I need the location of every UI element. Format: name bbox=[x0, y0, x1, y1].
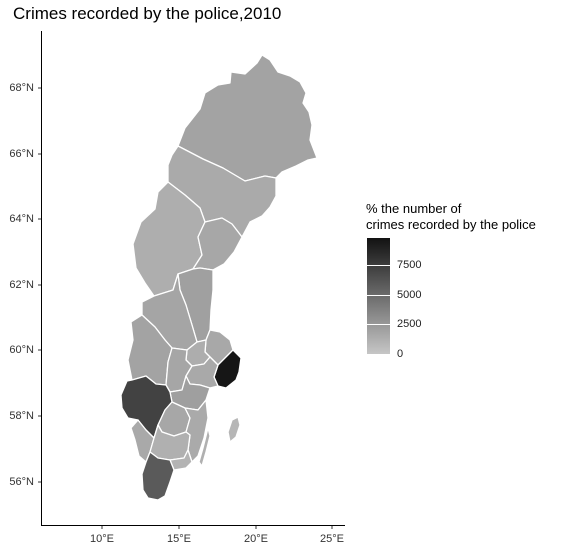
legend-tick-label: 0 bbox=[397, 348, 404, 360]
legend-tick bbox=[367, 295, 390, 296]
y-tick-label: 64°N bbox=[9, 213, 34, 225]
legend-tick bbox=[367, 265, 390, 266]
x-tick-label: 10°E bbox=[90, 533, 114, 545]
x-tick-label: 15°E bbox=[167, 533, 191, 545]
legend-tick bbox=[367, 324, 390, 325]
legend-title: % the number of crimes recorded by the p… bbox=[366, 201, 536, 233]
region-oland: Öland bbox=[198, 427, 211, 467]
y-tick-label: 62°N bbox=[9, 279, 34, 291]
y-tick-label: 58°N bbox=[9, 410, 34, 422]
legend-tick-label: 2500 bbox=[397, 318, 422, 330]
region-stockholm: Stockholm bbox=[213, 349, 242, 389]
legend-title-line: crimes recorded by the police bbox=[366, 217, 536, 232]
legend-tick-label: 7500 bbox=[397, 259, 422, 271]
y-tick-label: 60°N bbox=[9, 344, 34, 356]
y-tick-label: 56°N bbox=[9, 476, 34, 488]
x-tick-label: 20°E bbox=[244, 533, 268, 545]
y-tick-label: 66°N bbox=[9, 148, 34, 160]
chart-title: Crimes recorded by the police,2010 bbox=[13, 4, 282, 23]
legend-tick-label: 5000 bbox=[397, 289, 422, 301]
region-kalmar: Kalmar bbox=[184, 399, 209, 463]
legend-colorbar bbox=[367, 238, 390, 354]
region-skane: Skåne bbox=[141, 451, 175, 501]
region-gotland: Gotland bbox=[227, 416, 241, 443]
x-tick-label: 25°E bbox=[320, 533, 344, 545]
y-tick-label: 68°N bbox=[9, 82, 34, 94]
legend-title-line: % the number of bbox=[366, 201, 462, 216]
region-vasternorrland: Västernorrland bbox=[192, 217, 243, 271]
